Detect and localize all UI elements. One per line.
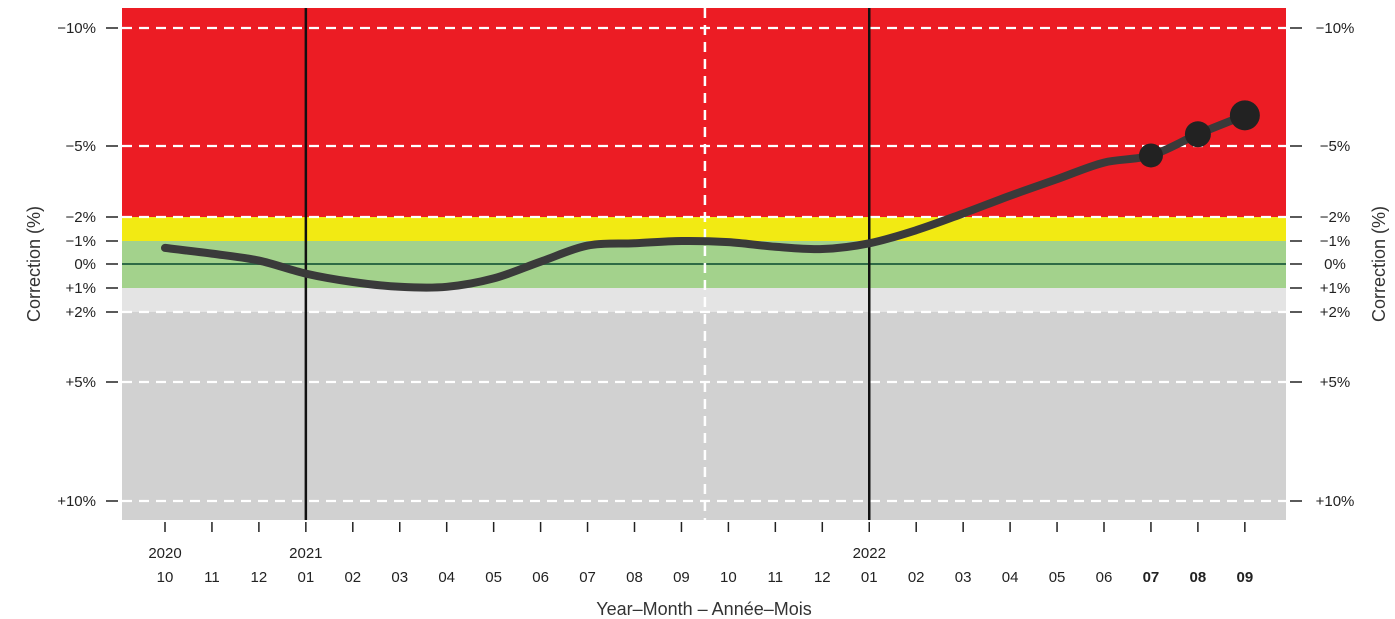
series-line-0	[161, 111, 1249, 292]
x-tick-month: 07	[1143, 569, 1160, 586]
x-tick-month: 03	[955, 569, 972, 586]
x-tick-month: 09	[673, 569, 690, 586]
y-axis-right: −10% −5% −2% −1% 0% +1% +2% +5% +10%	[1290, 20, 1354, 510]
x-axis-title: Year–Month – Année–Mois	[596, 599, 812, 619]
y-tick-right-label: −1%	[1320, 233, 1350, 250]
x-tick-month: 03	[391, 569, 408, 586]
x-tick-month: 12	[814, 569, 831, 586]
x-tick-month: 08	[626, 569, 643, 586]
series-layer	[161, 100, 1260, 292]
x-tick-month: 06	[1096, 569, 1113, 586]
x-tick-month: 05	[485, 569, 502, 586]
y-tick-left-label: −10%	[57, 20, 96, 37]
x-tick-year: 2022	[853, 545, 886, 562]
y-tick-right-label: +10%	[1316, 493, 1355, 510]
y-axis-title-right: Correction (%)	[1369, 206, 1389, 322]
x-tick-year: 2020	[148, 545, 181, 562]
y-tick-right-label: +2%	[1320, 304, 1350, 321]
y-tick-left-label: +5%	[66, 374, 96, 391]
x-tick-month: 02	[344, 569, 361, 586]
marker-2022-09	[1229, 100, 1260, 131]
y-tick-right-label: −5%	[1320, 138, 1350, 155]
x-tick-month: 04	[438, 569, 455, 586]
x-tick-month: 06	[532, 569, 549, 586]
x-tick-month: 12	[251, 569, 268, 586]
x-tick-month: 07	[579, 569, 596, 586]
x-tick-year: 2021	[289, 545, 322, 562]
y-tick-right-label: −2%	[1320, 209, 1350, 226]
y-tick-left-label: 0%	[74, 256, 96, 273]
x-tick-month: 09	[1237, 569, 1254, 586]
marker-2022-07	[1138, 143, 1163, 168]
y-axis-left: −10% −5% −2% −1% 0% +1% +2% +5% +10%	[57, 20, 118, 510]
x-tick-month: 08	[1190, 569, 1207, 586]
x-tick-month: 11	[204, 569, 220, 586]
y-tick-right-label: −10%	[1316, 20, 1355, 37]
x-axis: 10 2020 11 12 01 2021 02 03 04 05 06 07 08 09 10 11 12 01…	[148, 522, 1253, 586]
vertical-line-layer	[304, 8, 871, 520]
marker-2022-08	[1184, 121, 1211, 148]
y-tick-left-label: +10%	[57, 493, 96, 510]
y-tick-right-label: +1%	[1320, 280, 1350, 297]
y-tick-left-label: −2%	[66, 209, 96, 226]
y-tick-left-label: +1%	[66, 280, 96, 297]
x-tick-month: 04	[1002, 569, 1019, 586]
x-tick-month: 01	[861, 569, 878, 586]
y-tick-right-label: 0%	[1324, 256, 1346, 273]
y-tick-left-label: −1%	[66, 233, 96, 250]
x-tick-month: 11	[768, 569, 784, 586]
x-tick-month: 02	[908, 569, 925, 586]
x-tick-month: 01	[298, 569, 315, 586]
y-tick-right-label: +5%	[1320, 374, 1350, 391]
y-axis-title-left: Correction (%)	[24, 206, 44, 322]
x-tick-month: 10	[157, 569, 174, 586]
y-tick-left-label: +2%	[66, 304, 96, 321]
x-tick-month: 05	[1049, 569, 1066, 586]
y-tick-left-label: −5%	[66, 138, 96, 155]
x-tick-month: 10	[720, 569, 737, 586]
